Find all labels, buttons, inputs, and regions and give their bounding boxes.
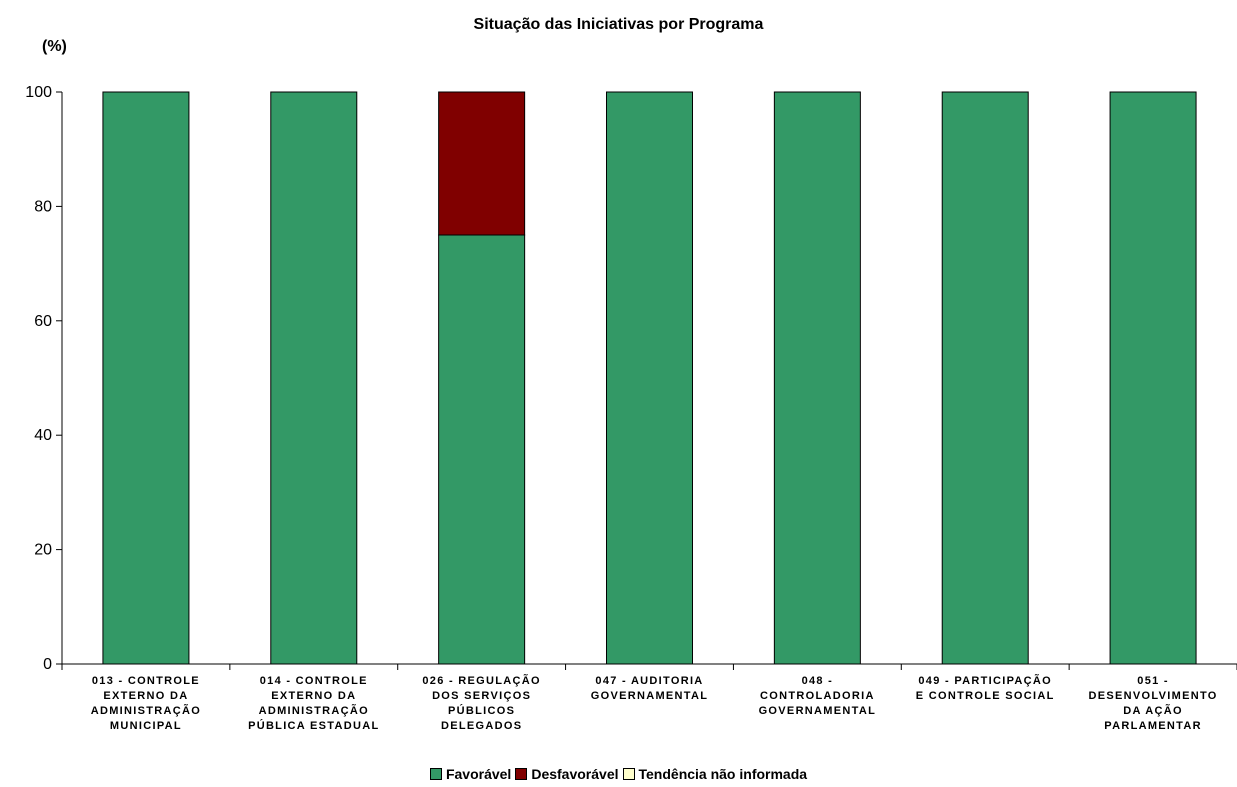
chart-title: Situação das Iniciativas por Programa [473,16,764,33]
x-category-label: 014 - CONTROLE EXTERNO DA ADMINISTRAÇÃO PÚB… [248,675,379,732]
x-category-label: 026 - REGULAÇÃO DOS SERVIÇOS PÚBLICOS DELEG… [422,674,541,732]
x-category-label-line: ADMINISTRAÇÃO [91,704,201,717]
y-tick-label: 60 [34,313,52,330]
x-category-label-line: PARLAMENTAR [1104,720,1202,732]
x-category-label: 048 - CONTROLADORIA GOVERNAMENTAL [759,675,877,717]
legend-swatch [429,768,442,780]
chart-plot: 0 20 40 60 80 100 013 - CONTROLE EXTERNO DA ADMI… [25,84,1237,732]
x-category-label-line: DELEGADOS [441,720,522,732]
x-category-label-line: EXTERNO DA [271,690,356,702]
x-category-label-line: GOVERNAMENTAL [591,690,709,702]
y-tick-label: 20 [34,542,52,559]
x-category-label-line: EXTERNO DA [103,690,188,702]
x-category-label-line: 048 - [802,675,834,687]
y-axis-unit-label: (%) [42,38,67,55]
bar-7-series-1 [1109,91,1197,665]
x-category-label: 047 - AUDITORIA GOVERNAMENTAL [591,675,709,702]
y-tick-label: 0 [43,656,52,673]
bar-1-series-1 [102,91,190,665]
y-tick-label: 100 [25,84,52,101]
x-category-label: 013 - CONTROLE EXTERNO DA ADMINISTRAÇÃO MUN… [91,675,201,732]
legend-swatch [515,768,528,780]
x-category-label-line: PÚBLICA ESTADUAL [248,719,379,732]
x-category-label-line: 051 - [1137,675,1169,687]
bar-3-series-2 [438,91,526,236]
bar-2-series-1 [270,91,358,665]
x-category-label-line: MUNICIPAL [110,720,182,732]
chart-legend: Favorável Desfavorável Tendência não infor… [0,766,1237,782]
bar-5-series-1 [773,91,861,665]
x-category-label: 051 - DESENVOLVIMENTO DA AÇÃO PARLAMENTAR [1089,675,1218,732]
bar-6-series-1 [941,91,1029,665]
bar-3-series-1 [438,234,526,665]
x-category-label-line: 026 - REGULAÇÃO [422,674,541,687]
legend-label: Tendência não informada [638,766,808,782]
x-category-label: 049 - PARTICIPAÇÃO E CONTROLE SOCIAL [916,674,1055,702]
legend-item-3: Tendência não informada [622,766,808,782]
x-category-label-line: E CONTROLE SOCIAL [916,690,1055,702]
x-category-label-line: CONTROLADORIA [760,690,875,702]
legend-item-1: Favorável [429,766,512,782]
legend-item-2: Desfavorável [515,766,619,782]
x-category-label-line: DESENVOLVIMENTO [1089,690,1218,702]
legend-swatch [622,768,635,780]
x-category-label-line: 014 - CONTROLE [260,675,368,687]
y-tick-label: 80 [34,198,52,215]
x-category-label-line: DOS SERVIÇOS [432,690,531,702]
legend-label: Favorável [445,766,512,782]
y-tick-label: 40 [34,427,52,444]
x-category-label-line: 049 - PARTICIPAÇÃO [918,674,1052,687]
x-category-label-line: GOVERNAMENTAL [759,705,877,717]
x-category-label-line: PÚBLICOS [448,704,515,717]
x-category-label-line: ADMINISTRAÇÃO [259,704,369,717]
x-category-label-line: 047 - AUDITORIA [595,675,703,687]
x-category-label-line: 013 - CONTROLE [92,675,200,687]
bar-4-series-1 [606,91,693,665]
legend-label: Desfavorável [531,766,619,782]
x-category-label-line: DA AÇÃO [1123,704,1183,717]
